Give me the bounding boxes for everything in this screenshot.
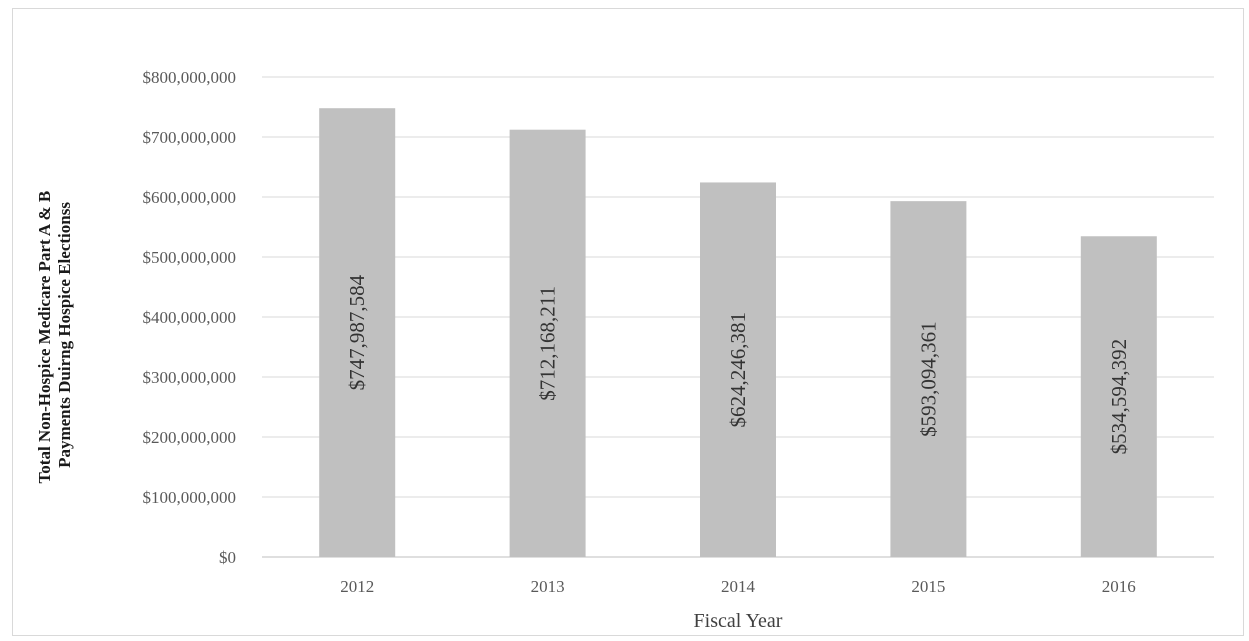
x-tick-label: 2012 [340, 577, 374, 596]
x-tick-label: 2016 [1102, 577, 1136, 596]
x-tick-label: 2014 [721, 577, 756, 596]
y-tick-label: $100,000,000 [143, 488, 237, 507]
chart-frame [12, 8, 1244, 636]
bar-data-label: $534,594,392 [1107, 339, 1131, 455]
y-tick-label: $500,000,000 [143, 248, 237, 267]
bar [319, 108, 396, 557]
bar-data-label: $593,094,361 [916, 321, 940, 437]
y-tick-label: $200,000,000 [143, 428, 237, 447]
y-tick-label: $700,000,000 [143, 128, 237, 147]
bars [319, 108, 1157, 558]
bar [509, 129, 586, 557]
bar-data-label: $624,246,381 [726, 312, 750, 428]
x-tick-labels: 2012 2013 2014 2015 2016 [340, 577, 1136, 596]
x-axis-title: Fiscal Year [694, 610, 783, 632]
bar-data-label: $747,987,584 [345, 274, 369, 390]
y-tick-label: $400,000,000 [143, 308, 237, 327]
y-axis-title-line-1: Total Non-Hospice Medicare Part A & B [35, 191, 54, 484]
bar [890, 201, 967, 558]
bar [1080, 236, 1157, 558]
x-tick-label: 2013 [531, 577, 565, 596]
y-axis-title-line-2: Payments Duirng Hospice Electionss [55, 202, 74, 468]
y-tick-label: $600,000,000 [143, 188, 237, 207]
y-axis-title: Total Non-Hospice Medicare Part A & B Pa… [35, 186, 74, 483]
bar [700, 182, 776, 557]
y-tick-label: $800,000,000 [143, 68, 237, 87]
y-tick-label: $0 [219, 548, 236, 567]
y-tick-label: $300,000,000 [143, 368, 237, 387]
bar-data-labels: $747,987,584 $712,168,211 $624,246,381 $593… [345, 274, 1131, 454]
x-tick-label: 2015 [911, 577, 945, 596]
y-tick-labels: $0 $100,000,000 $200,000,000 $300,000,000 $4… [143, 68, 237, 567]
bar-data-label: $712,168,211 [536, 286, 560, 401]
